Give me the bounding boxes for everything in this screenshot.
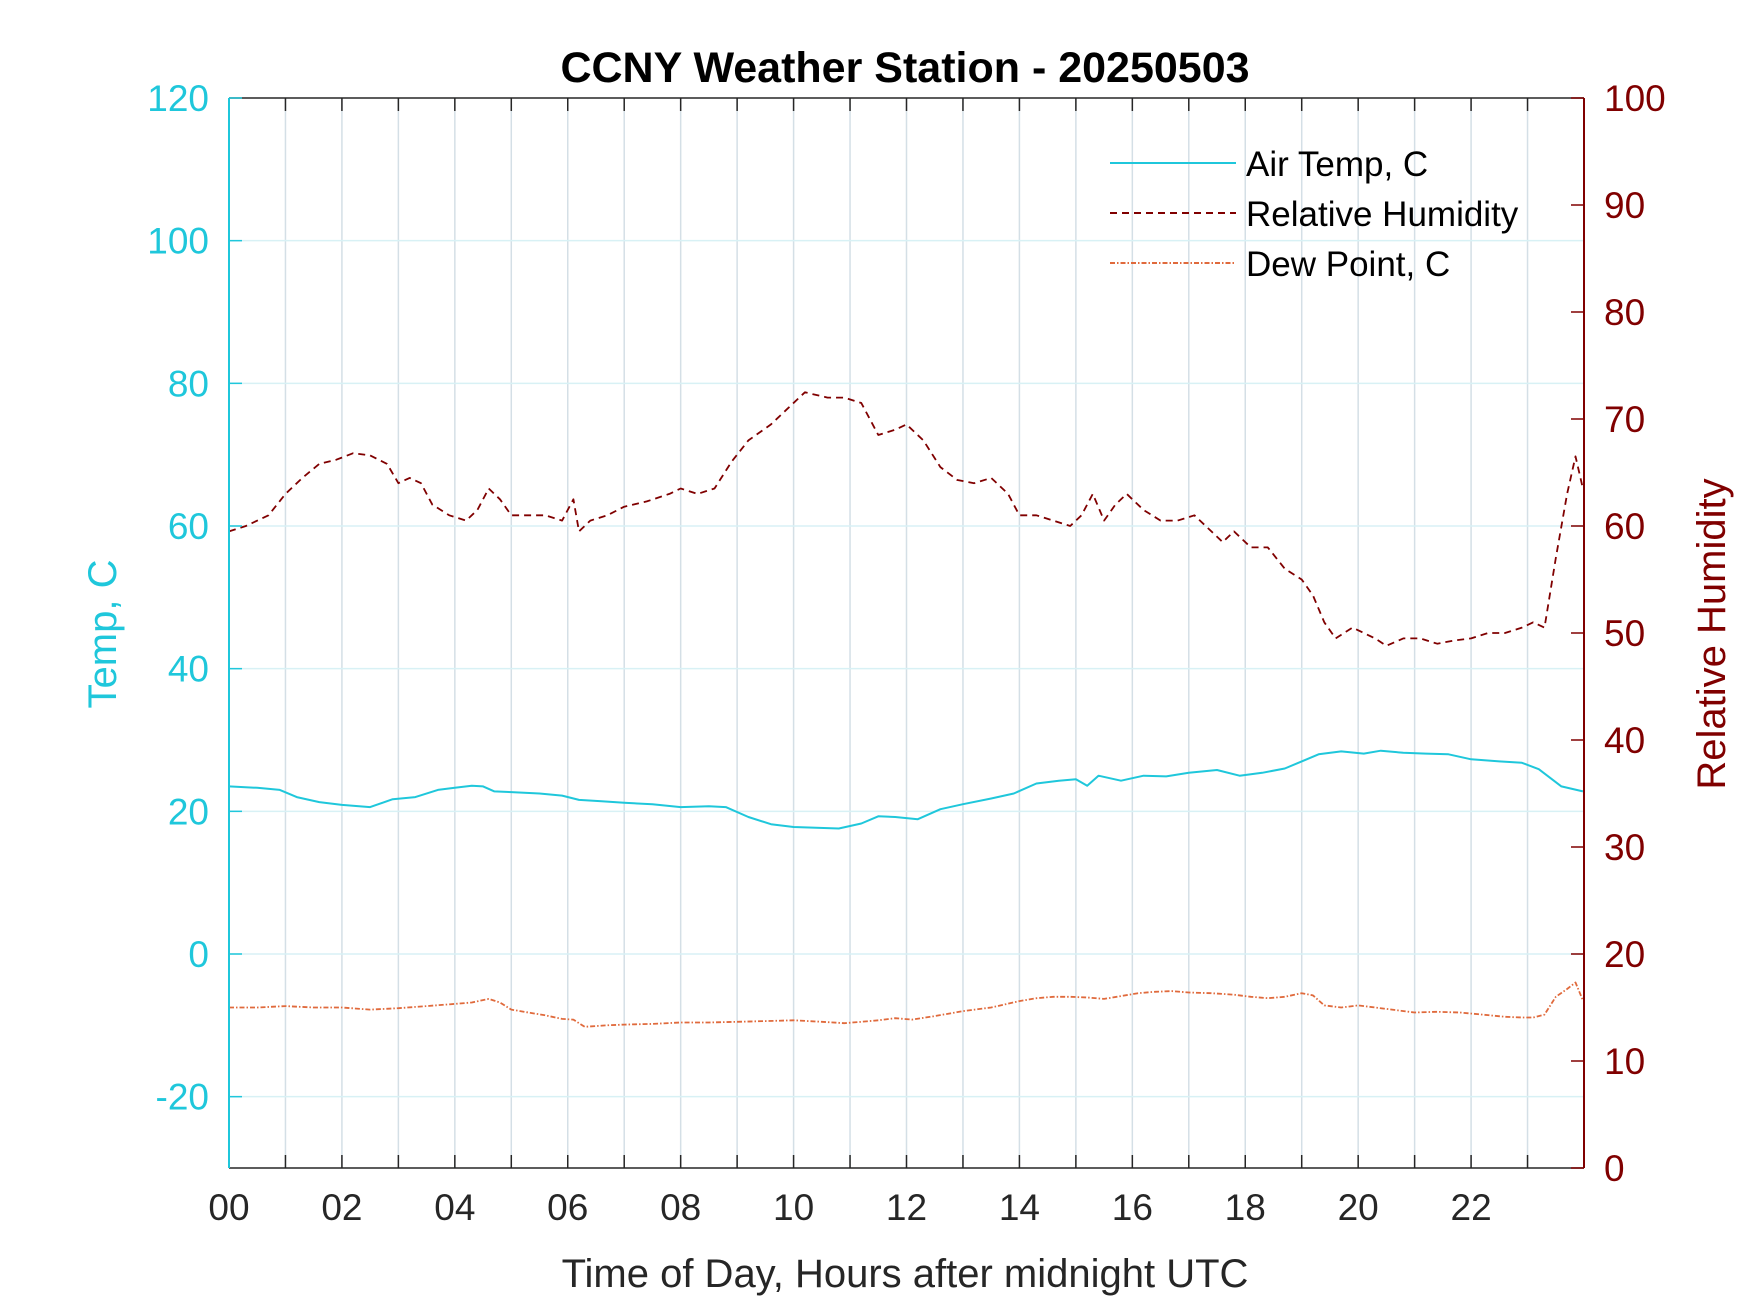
axes: [228, 97, 1585, 1169]
y-left-tick-label: 120: [147, 78, 209, 119]
x-tick-label: 18: [1225, 1187, 1266, 1228]
y-right-tick-label: 60: [1604, 506, 1645, 547]
x-tick-label: 16: [1112, 1187, 1153, 1228]
y-right-tick-label: 100: [1604, 78, 1666, 119]
x-tick-label: 10: [773, 1187, 814, 1228]
y-left-tick-label: 100: [147, 221, 209, 262]
grid-lines: [229, 98, 1584, 1168]
y-axis-right-label: Relative Humidity: [1690, 478, 1734, 789]
y-left-tick-label: 0: [188, 934, 209, 975]
y-left-tick-label: 60: [168, 506, 209, 547]
x-tick-label: 20: [1338, 1187, 1379, 1228]
legend-label-air-temp: Air Temp, C: [1246, 145, 1428, 184]
y-right-tick-label: 90: [1604, 185, 1645, 226]
y-left-tick-label: 20: [168, 791, 209, 832]
tick-labels: 00 02 04 06 08 10 12 14 16 18 20 22-200204060801001…: [147, 78, 1665, 1228]
dew-point-line: [229, 981, 1584, 1028]
x-tick-label: 22: [1451, 1187, 1492, 1228]
y-axis-left-label: Temp, C: [81, 560, 125, 709]
y-right-tick-label: 30: [1604, 827, 1645, 868]
relative-humidity-line: [228, 391, 1584, 647]
x-axis-label: Time of Day, Hours after midnight UTC: [562, 1252, 1249, 1296]
x-tick-label: 04: [434, 1187, 475, 1228]
x-tick-label: 02: [321, 1187, 362, 1228]
legend-label-relative-humidity: Relative Humidity: [1246, 195, 1519, 234]
y-right-tick-label: 40: [1604, 720, 1645, 761]
y-left-tick-label: 40: [168, 649, 209, 690]
y-right-tick-label: 20: [1604, 934, 1645, 975]
x-tick-label: 08: [660, 1187, 701, 1228]
x-tick-label: 00: [208, 1187, 249, 1228]
y-right-tick-label: 70: [1604, 399, 1645, 440]
x-tick-label: 06: [547, 1187, 588, 1228]
y-right-tick-label: 50: [1604, 613, 1645, 654]
legend: Air Temp, C Relative Humidity Dew Point,…: [1110, 145, 1519, 284]
y-right-tick-label: 0: [1604, 1148, 1625, 1189]
chart-title: CCNY Weather Station - 20250503: [560, 44, 1249, 92]
y-left-tick-label: -20: [156, 1077, 209, 1118]
legend-label-dew-point: Dew Point, C: [1246, 245, 1450, 284]
y-right-tick-label: 10: [1604, 1041, 1645, 1082]
series-lines: [228, 391, 1584, 1028]
y-left-tick-label: 80: [168, 363, 209, 404]
x-tick-label: 14: [999, 1187, 1040, 1228]
y-right-tick-label: 80: [1604, 292, 1645, 333]
x-tick-label: 12: [886, 1187, 927, 1228]
air-temp-line: [228, 749, 1584, 830]
